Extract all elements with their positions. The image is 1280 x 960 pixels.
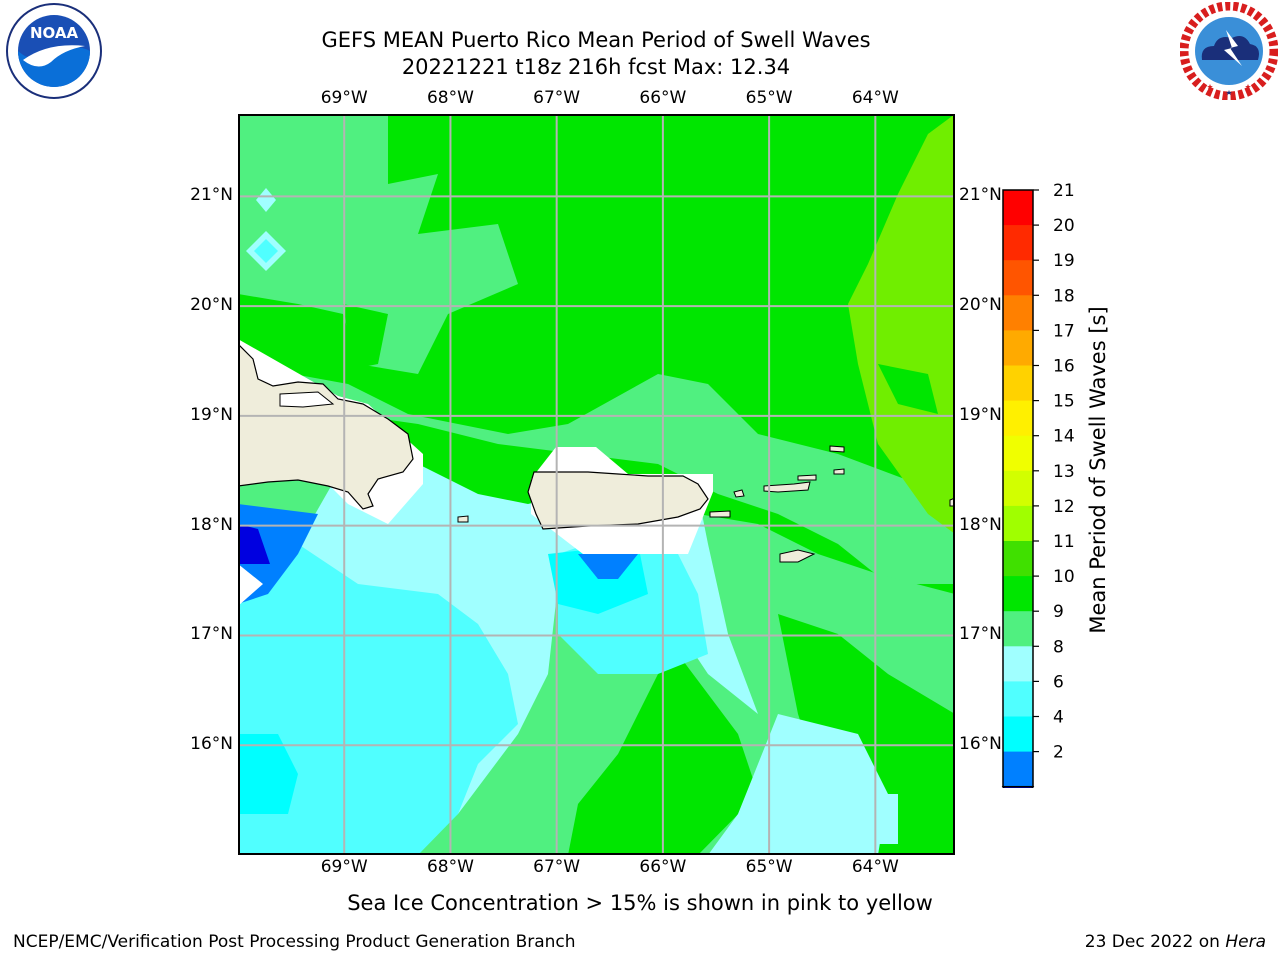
lon-label-bottom: 64°W xyxy=(851,857,899,877)
lon-label-bottom: 68°W xyxy=(426,857,474,877)
colorbar-box xyxy=(1003,225,1033,261)
colorbar-tick-label: 15 xyxy=(1053,392,1075,412)
colorbar-box xyxy=(1003,330,1033,366)
lon-label-bottom: 65°W xyxy=(745,857,793,877)
field-2-4 xyxy=(239,504,318,604)
colorbar-box xyxy=(1003,260,1033,296)
lon-label-top: 65°W xyxy=(745,88,793,108)
colorbar-box xyxy=(1003,190,1033,226)
lat-label-left: 19°N xyxy=(190,404,233,425)
colorbar-tick-label: 17 xyxy=(1053,321,1075,341)
footer-left: NCEP/EMC/Verification Post Processing Pr… xyxy=(13,932,576,952)
colorbar-box xyxy=(1003,435,1033,472)
lat-label-right: 16°N xyxy=(959,734,1002,755)
colorbar-tick-label: 6 xyxy=(1053,672,1064,692)
colorbar-ticks: 21 20 19 18 17 16 15 14 13 12 11 10 9 8 6 4 2 xyxy=(1033,182,1075,763)
colorbar-box xyxy=(1003,716,1033,753)
colorbar-box xyxy=(1003,295,1033,331)
lat-label-right: 18°N xyxy=(959,514,1002,535)
lon-label-bottom: 67°W xyxy=(533,857,581,877)
gridlines xyxy=(238,114,955,855)
colorbar-label: Mean Period of Swell Waves [s] xyxy=(1086,306,1110,634)
colorbar-tick-label: 16 xyxy=(1053,357,1075,377)
colorbar-box xyxy=(1003,505,1033,542)
land-hispaniola xyxy=(239,344,414,510)
field-9-10-center xyxy=(239,364,954,584)
field-9-10-nw xyxy=(239,115,518,374)
lat-label-left: 18°N xyxy=(190,514,233,535)
colorbar-tick-label: 11 xyxy=(1053,532,1075,552)
map-frame xyxy=(238,114,955,855)
colorbar-box xyxy=(1003,751,1033,788)
colorbar-box xyxy=(1003,400,1033,437)
lat-label-right: 19°N xyxy=(959,404,1002,425)
colorbar-tick-label: 10 xyxy=(1053,567,1075,587)
title-line-2: 20221221 t18z 216h fcst Max: 12.34 xyxy=(401,55,791,79)
colorbar-boxes xyxy=(1001,189,1035,788)
colorbar-tick-label: 4 xyxy=(1053,708,1064,728)
colorbar-tick-label: 12 xyxy=(1053,497,1075,517)
noaa-logo-text: NOAA xyxy=(30,24,79,42)
footer-date: 23 Dec 2022 on xyxy=(1084,932,1226,952)
colorbar-tick-label: 13 xyxy=(1053,462,1075,482)
colorbar-tick-label: 9 xyxy=(1053,602,1064,622)
lon-label-top: 69°W xyxy=(320,88,368,108)
colorbar-box xyxy=(1003,611,1033,647)
colorbar-box xyxy=(1003,646,1033,682)
lat-label-right: 20°N xyxy=(959,295,1002,316)
colorbar-tick-label: 20 xyxy=(1053,216,1075,236)
colorbar: 21 20 19 18 17 16 15 14 13 12 11 10 9 8 6 4 2 xyxy=(1001,182,1075,788)
colorbar-box xyxy=(1003,541,1033,577)
sea-ice-caption: Sea Ice Concentration > 15% is shown in … xyxy=(347,891,933,915)
colorbar-box xyxy=(1003,365,1033,402)
lon-label-bottom: 66°W xyxy=(639,857,687,877)
colorbar-frame xyxy=(1002,189,1034,788)
colorbar-tick-label: 14 xyxy=(1053,427,1075,447)
colorbar-tick-label: 19 xyxy=(1053,251,1075,271)
colorbar-tick-label: 18 xyxy=(1053,286,1075,306)
field-under-2 xyxy=(239,524,270,564)
swell-period-map xyxy=(238,114,955,855)
lat-label-left: 17°N xyxy=(190,624,233,645)
lon-label-top: 68°W xyxy=(426,88,474,108)
colorbar-box xyxy=(1003,470,1033,507)
title-line-1: GEFS MEAN Puerto Rico Mean Period of Swe… xyxy=(321,28,871,52)
lon-label-top: 66°W xyxy=(639,88,687,108)
colorbar-tick-label: 2 xyxy=(1053,743,1064,763)
lon-label-top: 67°W xyxy=(533,88,581,108)
lat-label-left: 16°N xyxy=(190,734,233,755)
colorbar-box xyxy=(1003,576,1033,612)
nws-logo xyxy=(1180,2,1278,100)
footer-right: 23 Dec 2022 on Hera xyxy=(1085,932,1266,952)
lat-label-left: 20°N xyxy=(190,295,233,316)
footer-host: Hera xyxy=(1225,932,1266,952)
colorbar-tick-label: 21 xyxy=(1053,182,1075,201)
noaa-logo: NOAA xyxy=(6,3,102,99)
colorbar-box xyxy=(1003,681,1033,717)
colorbar-tick-label: 8 xyxy=(1053,637,1064,657)
lat-label-left: 21°N xyxy=(190,185,233,206)
lon-label-bottom: 69°W xyxy=(320,857,368,877)
lat-label-right: 17°N xyxy=(959,624,1002,645)
lon-label-top: 64°W xyxy=(851,88,899,108)
lat-label-right: 21°N xyxy=(959,185,1002,206)
field-6-8 xyxy=(239,534,518,854)
